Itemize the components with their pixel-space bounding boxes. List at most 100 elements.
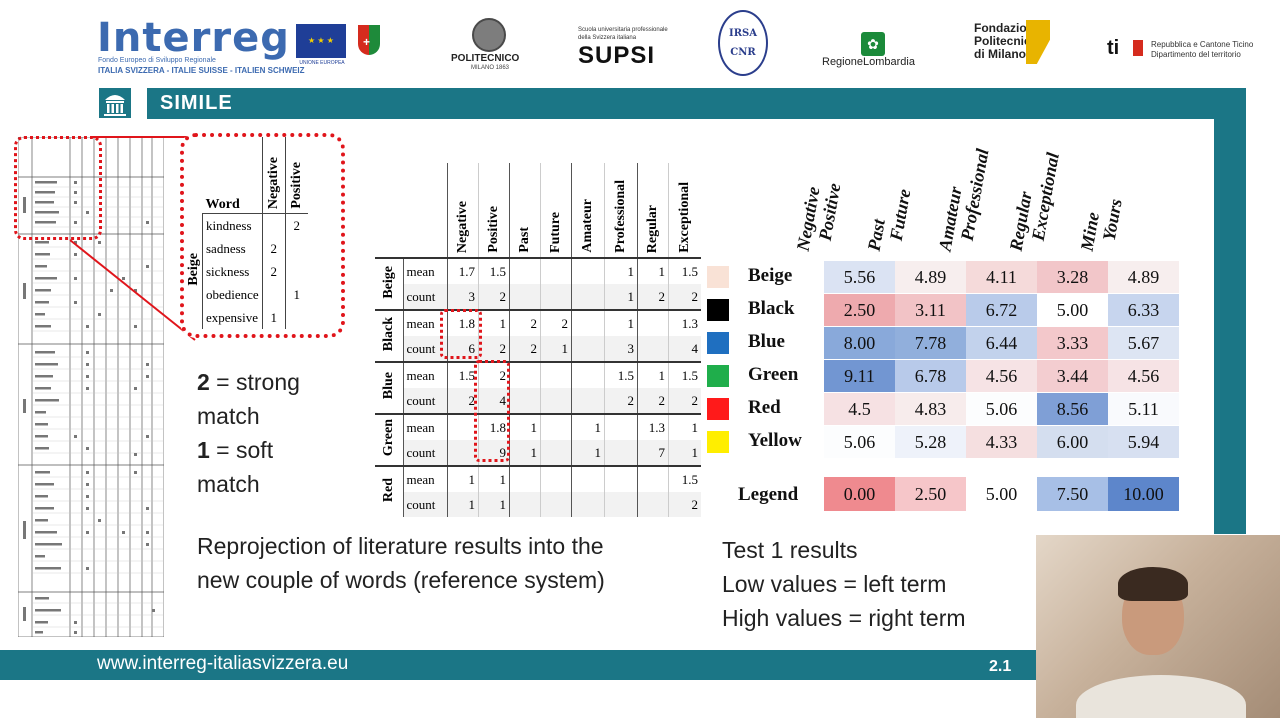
legend-cell: 10.00 [1108,477,1179,511]
mid-cell [571,284,605,310]
lombardia-rose-icon: ✿ [861,32,885,56]
zoom-word: kindness [202,213,263,237]
mid-cell: 2 [478,284,510,310]
zoom-pos: 1 [293,286,300,302]
thumbnail-highlight [14,136,102,240]
eu-label: UNIONE EUROPEA [299,60,345,66]
result-cell: 6.44 [966,327,1037,359]
mid-header: Negative [455,200,470,253]
presenter-hair [1118,567,1188,601]
footer-url: www.interreg-italiasvizzera.eu [97,653,349,674]
mid-cell [604,492,638,517]
irsa-cnr-logo: IRSA CNR [718,10,768,76]
mid-cell [571,465,605,492]
mid-cell [509,492,541,517]
zoom-pos: 2 [293,217,300,233]
zoom-word: expensive [202,306,263,329]
result-cell: 4.89 [1108,261,1179,293]
result-cell: 8.00 [824,327,895,359]
result-cell: 6.72 [966,294,1037,326]
mid-cell: 1 [668,413,701,440]
mid-row-label: mean [403,413,448,440]
legend-label: Legend [738,484,799,505]
mid-cell [540,440,572,466]
result-row-label: Beige [748,265,793,286]
mid-row-label: count [403,440,448,466]
test-results-caption: Test 1 results Low values = left term Hi… [722,533,966,635]
mid-row-label: count [403,388,448,414]
soft-number: 1 [197,437,210,463]
mid-cell [509,284,541,310]
mid-row-label: mean [403,257,448,284]
mid-cell: 2 [637,388,669,414]
supsi-subtitle: Scuola universitaria professionale della… [578,27,668,41]
mid-cell: 1.5 [668,257,701,284]
zoom-pos [285,306,308,329]
mid-cell [571,388,605,414]
result-cell: 4.83 [895,393,966,425]
strong-number: 2 [197,369,210,395]
soft-label: = soft [209,437,274,463]
interreg-subtitle: Fondo Europeo di Sviluppo Regionale [98,57,216,64]
result-header-text: Negative Positive [793,178,845,256]
result-row-label: Red [748,397,781,418]
result-cell: 2.50 [824,294,895,326]
mid-cell: 1 [478,465,510,492]
caption-line: Low values = left term [722,571,947,597]
result-cell: 5.06 [966,393,1037,425]
result-cell: 5.06 [824,426,895,458]
result-row-label: Yellow [748,430,802,451]
mid-cell: 1 [668,440,701,466]
result-cell: 4.56 [966,360,1037,392]
result-cell: 5.00 [1037,294,1108,326]
zoom-word: sadness [202,237,263,260]
mid-cell: 1.5 [668,465,701,492]
mid-cell [509,361,541,388]
mid-cell: 2 [509,309,541,336]
zoom-header-negative: Negative [265,156,281,209]
mid-cell [540,388,572,414]
mid-cell: 3 [447,284,479,310]
zoom-header-positive: Positive [288,162,304,209]
mid-cell: 1 [447,465,479,492]
result-row-label: Black [748,298,795,319]
mid-cell: 2 [540,309,572,336]
mid-cell: 2 [478,336,510,362]
polimi-logo: POLITECNICO [451,53,520,64]
mid-cell: 4 [478,388,510,414]
mid-cell: 2 [637,284,669,310]
mid-cell: 1.3 [637,413,669,440]
footer-bar [0,650,1040,680]
mid-cell: 2 [668,284,701,310]
zoom-connector-lines [69,136,196,341]
mid-row-label: count [403,492,448,517]
mid-cell: 3 [604,336,638,362]
mid-cell: 1 [637,361,669,388]
result-row-label: Green [748,364,799,385]
ticino-department: Repubblica e Cantone Ticino Dipartimento… [1151,40,1254,59]
mid-cell [571,336,605,362]
supsi-logo: SUPSI [578,42,656,69]
mid-cell [509,388,541,414]
zoom-group-beige: Beige [186,252,201,286]
result-cell: 9.11 [824,360,895,392]
mid-cell [604,440,638,466]
legend-cell: 7.50 [1037,477,1108,511]
mid-cell [571,361,605,388]
caption-line: Reprojection of literature results into … [197,533,604,559]
result-header-right: Yours [1098,197,1126,243]
mid-cell: 2 [447,388,479,414]
result-cell: 4.11 [966,261,1037,293]
mid-cell: 2 [668,388,701,414]
match-legend: 2 = strong match 1 = soft match [197,365,300,501]
zoom-pos [285,237,308,260]
caption-line: High values = right term [722,605,966,631]
mid-cell [509,257,541,284]
lombardia-logo: RegioneLombardia [822,56,915,68]
frame-right-band [1214,88,1246,534]
result-cell: 5.67 [1108,327,1179,359]
mid-group-label: Blue [380,372,396,400]
irsa-text: IRSA [729,28,757,39]
mid-cell [447,413,479,440]
zoom-neg: 2 [262,260,286,283]
